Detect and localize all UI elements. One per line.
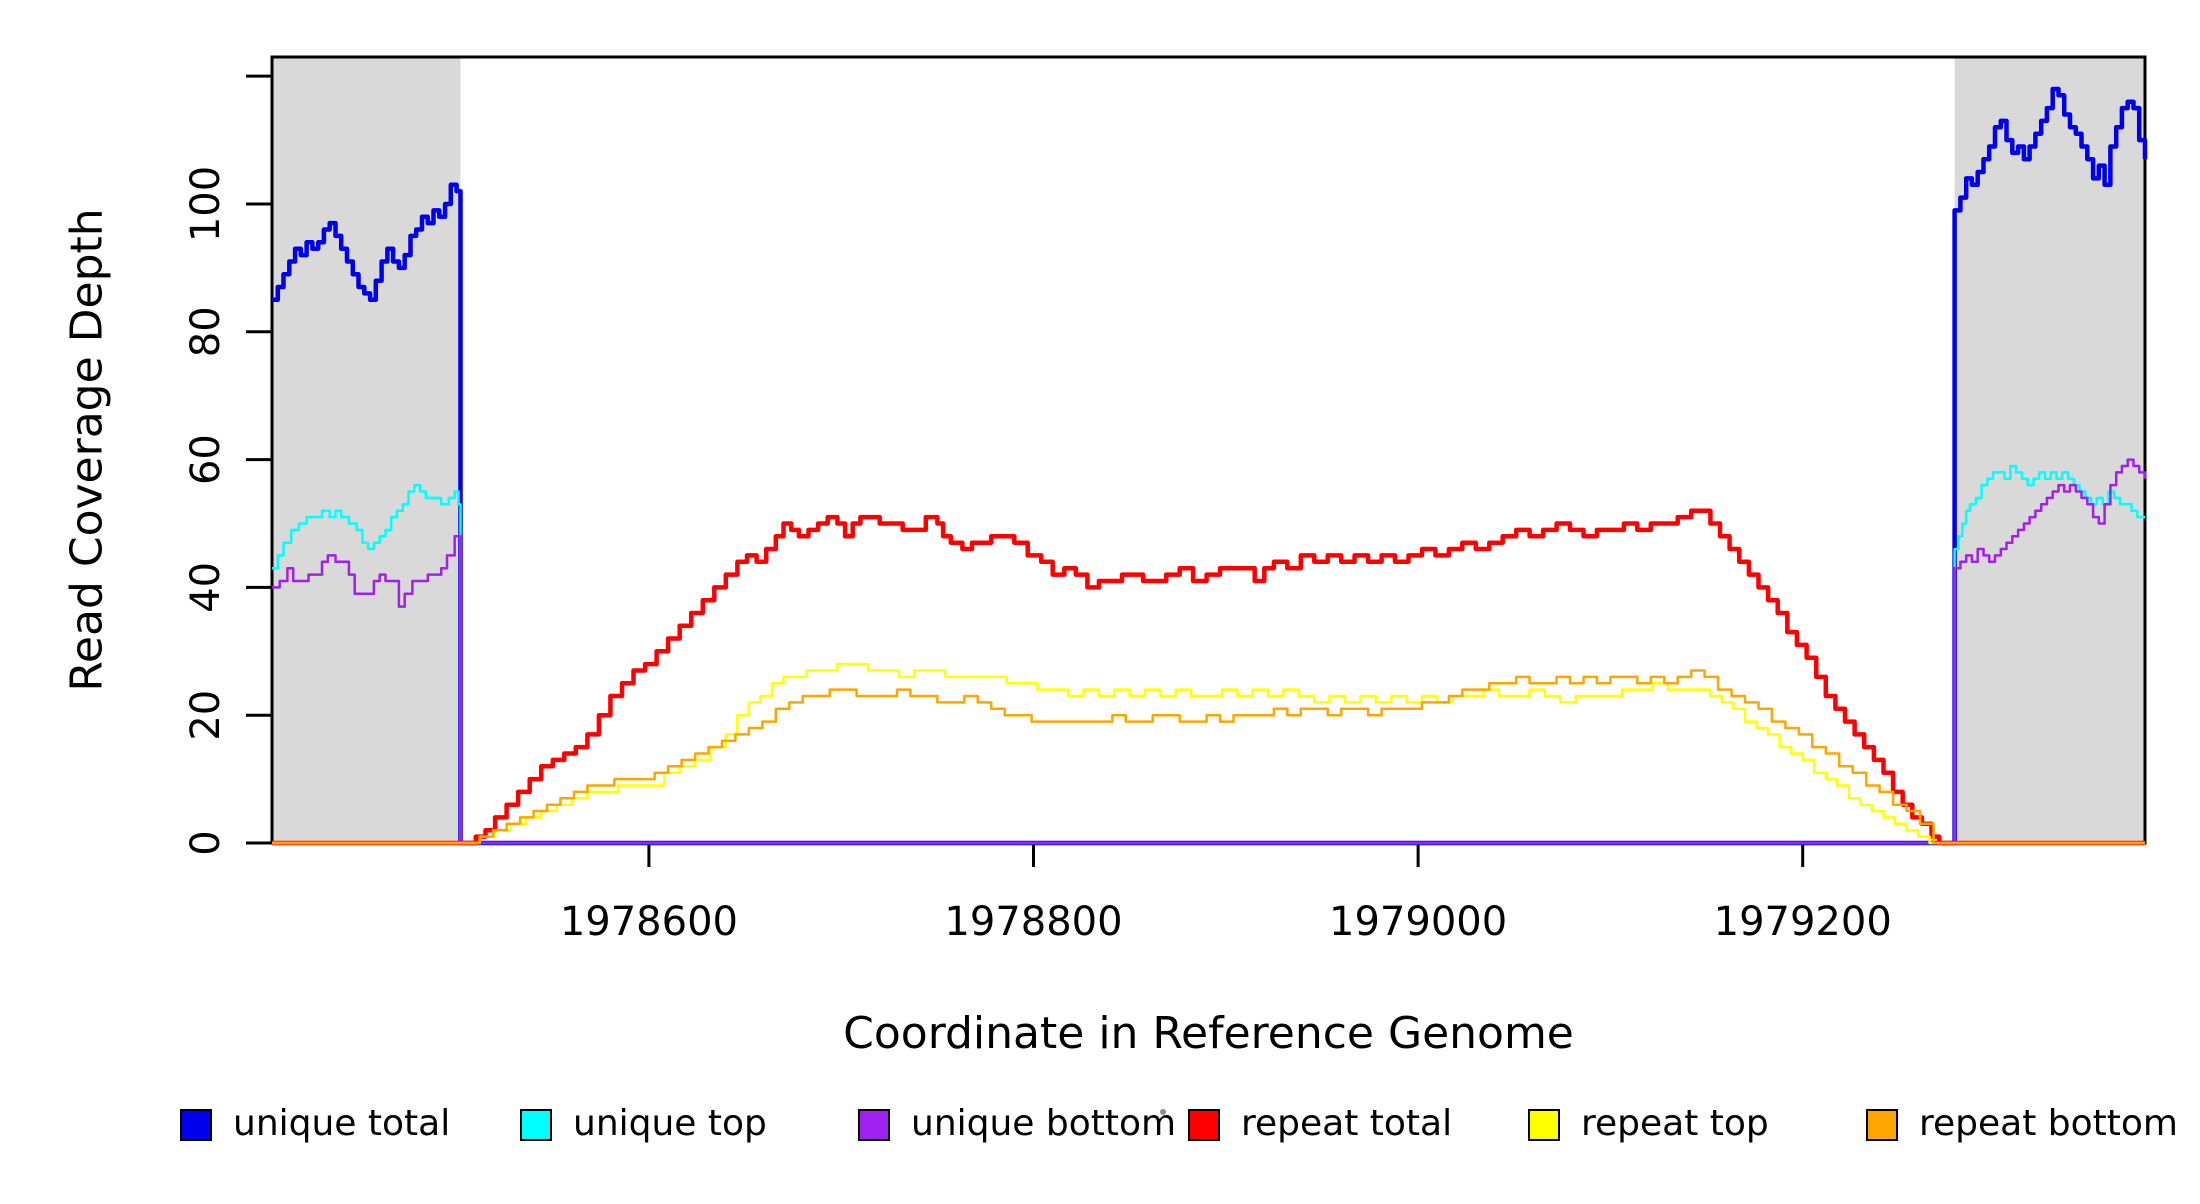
legend-swatch-repeat-total [1188, 1109, 1220, 1141]
legend-label-repeat-top: repeat top [1581, 1103, 1769, 1144]
y-tick-label: 20 [183, 690, 229, 741]
x-tick-label: 1979200 [1714, 899, 1892, 945]
y-axis: 0 20 40 60 80 100 Read Coverage Depth [61, 74, 272, 856]
left-flank-shading [272, 57, 461, 843]
legend-item-unique-top: unique top [520, 1103, 767, 1144]
y-axis-title: Read Coverage Depth [61, 208, 112, 691]
series-line-unique-top [272, 464, 2145, 845]
y-tick-label: 100 [183, 166, 229, 242]
legend-label-unique-total: unique total [233, 1103, 450, 1144]
legend-swatch-repeat-top [1528, 1109, 1560, 1141]
x-tick-label: 1979000 [1329, 899, 1507, 945]
legend-item-repeat-total: repeat total [1188, 1103, 1452, 1144]
y-tick-label: 0 [183, 830, 229, 855]
series-line-repeat-bottom [272, 669, 2145, 845]
stray-dot [1160, 1109, 1166, 1115]
legend-item-repeat-top: repeat top [1528, 1103, 1769, 1144]
y-tick-label: 60 [183, 434, 229, 485]
series-line-unique-total [272, 86, 2148, 846]
right-flank-shading [1954, 57, 2145, 843]
legend-swatch-unique-top [520, 1109, 552, 1141]
legend-item-unique-total: unique total [180, 1103, 450, 1144]
legend-label-unique-top: unique top [573, 1103, 767, 1144]
y-tick-label: 80 [183, 306, 229, 357]
series-line-repeat-top [272, 662, 2145, 845]
legend: unique total unique top unique bottom repea… [180, 1103, 2178, 1144]
legend-swatch-unique-bottom [858, 1109, 890, 1141]
x-axis: 1978600 1978800 1979000 1979200 Coordinate i… [560, 843, 1892, 1059]
legend-label-repeat-total: repeat total [1241, 1103, 1452, 1144]
legend-swatch-unique-total [180, 1109, 212, 1141]
legend-label-repeat-bottom: repeat bottom [1919, 1103, 2178, 1144]
legend-swatch-repeat-bottom [1866, 1109, 1898, 1141]
legend-label-unique-bottom: unique bottom [911, 1103, 1176, 1144]
y-tick-label: 40 [183, 562, 229, 613]
legend-item-repeat-bottom: repeat bottom [1866, 1103, 2178, 1144]
legend-item-unique-bottom: unique bottom [858, 1103, 1176, 1144]
x-tick-label: 1978800 [944, 899, 1122, 945]
x-tick-label: 1978600 [560, 899, 738, 945]
plot-border [270, 55, 2147, 845]
series-line-repeat-total [272, 508, 2145, 846]
x-axis-title: Coordinate in Reference Genome [843, 1008, 1574, 1059]
series-line-unique-bottom [272, 458, 2147, 845]
